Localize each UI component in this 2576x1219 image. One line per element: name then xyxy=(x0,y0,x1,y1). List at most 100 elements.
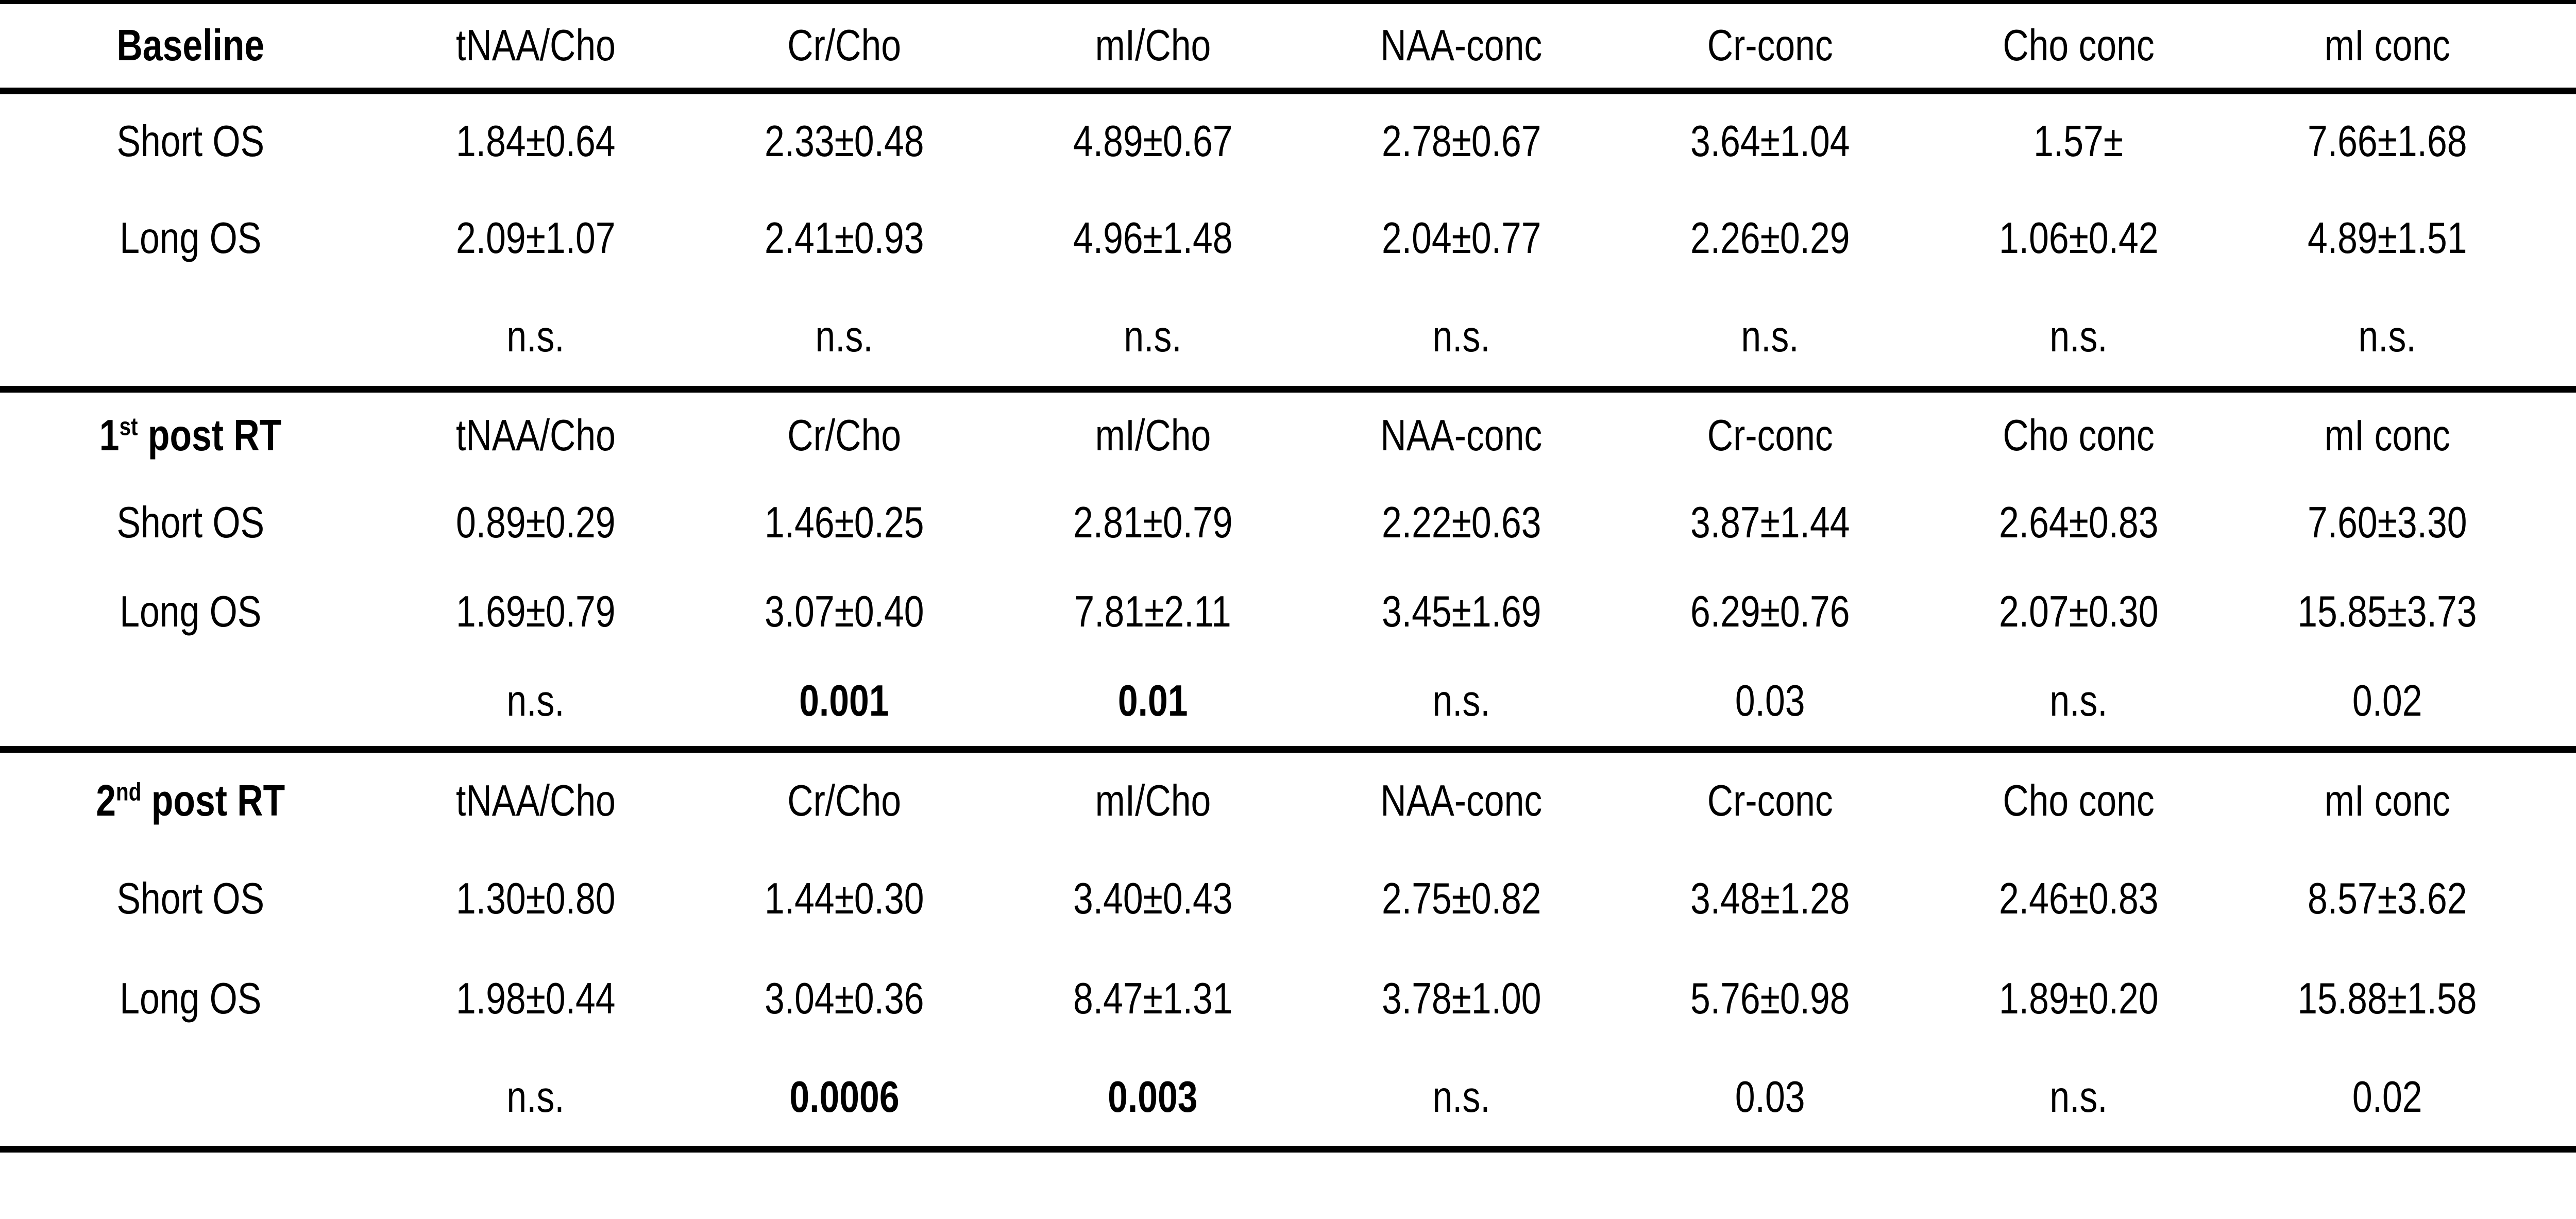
value-text: 2.64±0.83 xyxy=(1998,498,2159,548)
value-cell: 1.57± xyxy=(1924,91,2233,189)
value-text: 2.07±0.30 xyxy=(1998,587,2159,637)
column-header-cell: Cr/Cho xyxy=(690,0,998,94)
value-cell: 2.26±0.29 xyxy=(1616,189,1924,287)
value-cell: 8.57±3.62 xyxy=(2233,849,2541,949)
row-label: Short OS xyxy=(116,498,265,548)
value-cell: 15.88±1.58 xyxy=(2233,949,2541,1049)
column-header-label: mI conc xyxy=(2324,411,2450,460)
value-cell: 1.69±0.79 xyxy=(381,568,690,657)
row-label-cell xyxy=(0,287,381,386)
value-text: 4.96±1.48 xyxy=(1073,213,1233,263)
column-header-cell: Cr/Cho xyxy=(690,746,998,849)
section-title: Baseline xyxy=(116,21,265,71)
data-row-short-os: Short OS 1.30±0.80 1.44±0.30 3.40±0.43 2… xyxy=(0,849,2576,949)
table-section-baseline: Baseline tNAA/Cho Cr/Cho mI/Cho NAA-conc… xyxy=(0,0,2576,386)
value-text: 2.22±0.63 xyxy=(1381,498,1541,548)
value-text: 2.81±0.79 xyxy=(1073,498,1233,548)
pvalue-cell: n.s. xyxy=(2233,287,2541,386)
pvalue-text: n.s. xyxy=(1124,312,1182,361)
column-header-label: NAA-conc xyxy=(1380,21,1543,71)
column-header-label: mI conc xyxy=(2324,21,2450,71)
pvalue-cell: n.s. xyxy=(1616,287,1924,386)
pvalue-cell: n.s. xyxy=(1924,287,2233,386)
superscript: st xyxy=(120,412,138,441)
row-label: Long OS xyxy=(120,974,262,1024)
value-cell: 3.48±1.28 xyxy=(1616,849,1924,949)
row-label-cell: Long OS xyxy=(0,189,381,287)
table-section-2nd-post-rt: 2nd post RT tNAA/Cho Cr/Cho mI/Cho NAA-c… xyxy=(0,746,2576,1153)
pvalue-text: n.s. xyxy=(1432,1073,1490,1122)
value-cell: 1.44±0.30 xyxy=(690,849,998,949)
row-label: Short OS xyxy=(116,117,265,166)
pvalue-text: n.s. xyxy=(1741,312,1799,361)
value-cell: 16.31±5.72 xyxy=(2541,479,2576,568)
column-header-cell: NAA-conc xyxy=(1307,386,1616,479)
section-title: 2nd post RT xyxy=(96,776,285,825)
value-text: 2.33±0.48 xyxy=(764,117,924,166)
column-header-cell: Met4 xyxy=(2541,0,2576,94)
value-text: 15.88±1.58 xyxy=(2297,974,2477,1024)
pvalue-text: 0.02 xyxy=(2352,1073,2422,1122)
value-cell: 15.85±3.73 xyxy=(2233,568,2541,657)
pvalue-text: n.s. xyxy=(815,312,873,361)
pvalue-text: n.s. xyxy=(506,1073,565,1122)
value-cell: 2.81±0.79 xyxy=(998,479,1307,568)
column-header-cell: mI conc xyxy=(2233,746,2541,849)
pvalue-cell: 0.03 xyxy=(1616,657,1924,746)
value-text: 1.46±0.25 xyxy=(764,498,924,548)
row-label: Short OS xyxy=(116,874,265,924)
value-cell: 2.33±0.48 xyxy=(690,91,998,189)
column-header-cell: Cho conc xyxy=(1924,746,2233,849)
value-cell: 0.89±0.29 xyxy=(381,479,690,568)
data-row-long-os: Long OS 2.09±1.07 2.41±0.93 4.96±1.48 2.… xyxy=(0,189,2576,287)
superscript: nd xyxy=(116,777,142,806)
section-title-cell: 1st post RT xyxy=(0,386,381,479)
column-header-label: Cr-conc xyxy=(1707,776,1833,825)
pvalue-cell: n.s. xyxy=(690,287,998,386)
column-header-label: Cr-conc xyxy=(1707,411,1833,460)
column-header-cell: mI conc xyxy=(2233,386,2541,479)
pvalue-cell: n.s. xyxy=(381,287,690,386)
value-cell: 2.09±1.07 xyxy=(381,189,690,287)
value-text: 2.46±0.83 xyxy=(1998,874,2159,924)
pvalue-cell: 0.02 xyxy=(2541,657,2576,746)
metabolite-results-table: Baseline tNAA/Cho Cr/Cho mI/Cho NAA-conc… xyxy=(0,0,2576,1153)
column-header-cell: Cr-conc xyxy=(1616,0,1924,94)
value-cell: 3.87±1.44 xyxy=(1616,479,1924,568)
value-text: 2.41±0.93 xyxy=(764,213,924,263)
value-text: 3.64±1.04 xyxy=(1690,117,1850,166)
value-text: 0.89±0.29 xyxy=(455,498,616,548)
pvalue-cell: n.s. xyxy=(381,657,690,746)
row-label-cell: Short OS xyxy=(0,849,381,949)
value-cell: 27.31±1.82* xyxy=(2541,949,2576,1049)
value-cell: 2.41±0.93 xyxy=(690,189,998,287)
pvalue-cell: 0.02 xyxy=(2541,1049,2576,1153)
column-header-cell: NAA-conc xyxy=(1307,0,1616,94)
value-cell: 7.81±2.11 xyxy=(998,568,1307,657)
value-text: 3.87±1.44 xyxy=(1690,498,1850,548)
value-cell: 1.89±0.20 xyxy=(1924,949,2233,1049)
row-label-cell: Long OS xyxy=(0,949,381,1049)
data-row-long-os: Long OS 1.98±0.44 3.04±0.36 8.47±1.31 3.… xyxy=(0,949,2576,1049)
value-cell: 8.47±1.31 xyxy=(998,949,1307,1049)
data-row-long-os: Long OS 1.69±0.79 3.07±0.40 7.81±2.11 3.… xyxy=(0,568,2576,657)
row-label: Long OS xyxy=(120,213,262,263)
pvalue-text: n.s. xyxy=(2049,676,2108,726)
row-label-cell: Short OS xyxy=(0,479,381,568)
value-text: 1.44±0.30 xyxy=(764,874,924,924)
value-cell: 2.07±0.30 xyxy=(1924,568,2233,657)
value-text: 2.09±1.07 xyxy=(455,213,616,263)
section-title-cell: 2nd post RT xyxy=(0,746,381,849)
value-cell: 1.30±0.80 xyxy=(381,849,690,949)
column-header-cell: tNAA/Cho xyxy=(381,0,690,94)
value-cell: 2.22±0.63 xyxy=(1307,479,1616,568)
value-text: 1.06±0.42 xyxy=(1998,213,2159,263)
column-header-label: tNAA/Cho xyxy=(455,411,616,460)
value-cell: 1.84±0.64 xyxy=(381,91,690,189)
column-header-cell: tNAA/Cho xyxy=(381,746,690,849)
column-header-cell: Met4 xyxy=(2541,746,2576,849)
value-cell: 2.04±0.77 xyxy=(1307,189,1616,287)
column-header-label: NAA-conc xyxy=(1380,776,1543,825)
column-header-label: mI/Cho xyxy=(1095,776,1211,825)
data-row-short-os: Short OS 0.89±0.29 1.46±0.25 2.81±0.79 2… xyxy=(0,479,2576,568)
